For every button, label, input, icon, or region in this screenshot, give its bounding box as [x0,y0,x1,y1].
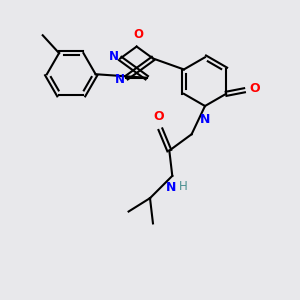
Text: O: O [154,110,164,123]
Text: N: N [109,50,119,64]
Text: H: H [179,180,188,193]
Text: O: O [250,82,260,95]
Text: N: N [166,181,176,194]
Text: N: N [115,73,125,86]
Text: N: N [200,112,210,126]
Text: O: O [133,28,143,40]
